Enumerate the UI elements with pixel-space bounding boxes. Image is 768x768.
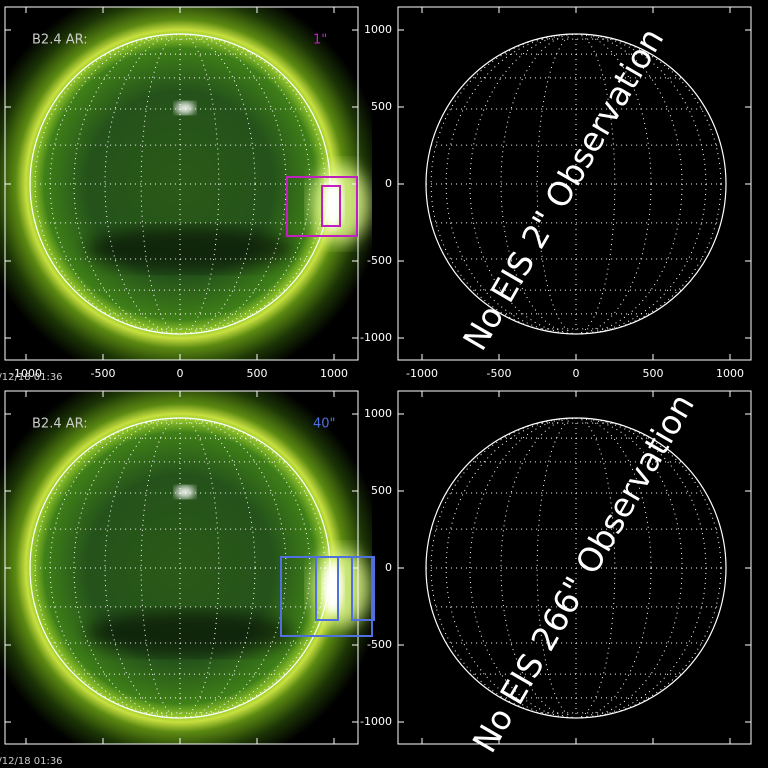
meridian [536,33,616,335]
x-tick-label: 1000 [320,367,348,380]
y-tick-label: 1000 [364,407,392,420]
x-tick-label: -500 [487,367,512,380]
eis-window [351,556,375,621]
x-tick-label: 0 [177,367,184,380]
panel: -1000 -500 0 500 1000 B2.4 AR: 1" 7/12/18 01:36 [0,6,372,383]
meridian [469,417,683,719]
coronal-hole [85,611,295,655]
meridian [536,417,616,719]
x-tick-label: 1000 [716,367,744,380]
x-tick-label: -500 [91,367,116,380]
active-region [323,562,343,614]
eis-window [315,556,339,621]
meridian [34,417,326,719]
sun-image [0,7,372,360]
eis-window [286,176,358,237]
meridian [140,33,220,335]
panel: 1000 500 0 -500 -1000 No EIS 266" Observation [360,387,752,759]
eis-window [321,185,341,227]
timestamp: 7/12/18 01:36 [0,756,63,767]
no-observation-message: No EIS 2" Observation [455,21,671,357]
y-tick-label: 500 [371,484,392,497]
x-tick-label: -1000 [406,367,438,380]
y-tick-label: -1000 [360,715,392,728]
x-tick-label: 500 [643,367,664,380]
y-tick-label: 500 [371,100,392,113]
panel: -1000 -500 0 500 1000 1000 500 0 -500 -1000 No EIS… [360,6,752,380]
window-label: 1" [313,33,327,48]
target-label: B2.4 AR: [32,33,88,48]
no-observation-message: No EIS 266" Observation [465,387,702,759]
x-tick-label: -1000 [10,367,42,380]
active-region [323,178,343,230]
y-tick-label: 0 [385,177,392,190]
window-label: 40" [313,417,336,432]
x-tick-label: 0 [573,367,580,380]
y-tick-label: -500 [367,638,392,651]
meridian [73,417,287,719]
y-tick-label: -1000 [360,331,392,344]
y-tick-label: -500 [367,254,392,267]
y-tick-label: 0 [385,561,392,574]
target-label: B2.4 AR: [32,417,88,432]
meridian [469,33,683,335]
bright-point [175,102,195,114]
panel: B2.4 AR: 40" 7/12/18 01:36 [0,390,375,767]
timestamp: 7/12/18 01:36 [0,372,63,383]
meridian [34,33,326,335]
y-tick-label: 1000 [364,23,392,36]
coronal-hole [85,227,295,271]
meridian [140,417,220,719]
x-tick-label: 500 [247,367,268,380]
bright-point [175,486,195,498]
